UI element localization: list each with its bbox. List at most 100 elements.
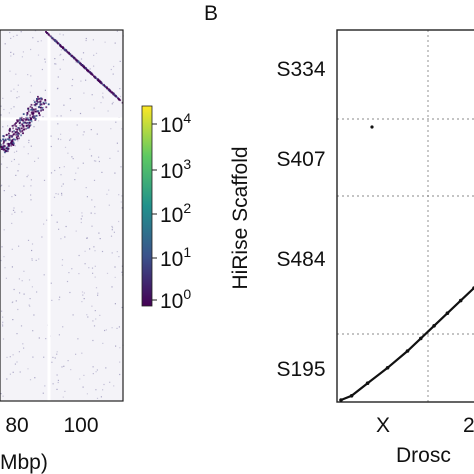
heatmap-speckle (27, 174, 29, 176)
heatmap-speckle (15, 73, 17, 75)
heatmap-speckle (2, 156, 4, 158)
heatmap-speckle (83, 92, 85, 94)
heatmap-contact (4, 139, 6, 142)
heatmap-contact (49, 35, 52, 38)
heatmap-speckle (14, 211, 16, 213)
heatmap-speckle (51, 299, 53, 301)
heatmap-speckle (121, 195, 123, 197)
heatmap-speckle (44, 58, 46, 60)
heatmap-speckle (60, 138, 62, 141)
heatmap-contact (18, 128, 21, 131)
x-axis-label: Drosc (396, 444, 451, 467)
heatmap-contact (33, 101, 36, 103)
heatmap-contact (43, 102, 45, 105)
heatmap-contact (59, 45, 62, 47)
heatmap-speckle (111, 286, 113, 288)
heatmap-speckle (3, 108, 5, 111)
heatmap-speckle (103, 383, 105, 386)
heatmap-contact (34, 108, 37, 111)
heatmap-contact (3, 148, 6, 151)
heatmap-contact (33, 115, 36, 118)
heatmap-speckle (52, 356, 54, 358)
heatmap-speckle (44, 385, 46, 387)
heatmap-contact (20, 116, 23, 119)
heatmap-contact (10, 144, 13, 147)
heatmap-speckle (99, 78, 101, 81)
heatmap-contact (42, 109, 44, 111)
heatmap-contact (19, 124, 22, 127)
heatmap-speckle (84, 263, 86, 265)
heatmap-speckle (106, 272, 109, 274)
heatmap-speckle (12, 371, 14, 373)
heatmap-speckle (62, 34, 64, 36)
heatmap-speckle (104, 329, 106, 332)
heatmap-contact (40, 110, 42, 112)
heatmap-speckle (54, 63, 56, 65)
heatmap-speckle (18, 351, 20, 353)
heatmap-contact (15, 136, 18, 139)
heatmap-speckle (61, 366, 63, 368)
heatmap-contact (100, 82, 103, 85)
heatmap-speckle (18, 278, 20, 280)
heatmap-speckle (30, 85, 32, 87)
heatmap-speckle (91, 267, 94, 269)
heatmap-speckle (32, 37, 34, 39)
heatmap-frame (0, 29, 124, 402)
heatmap-speckle (57, 138, 59, 140)
heatmap-contact (30, 120, 33, 123)
heatmap-contact (19, 119, 22, 122)
heatmap-contact (26, 112, 29, 114)
heatmap-speckle (29, 305, 31, 307)
heatmap-speckle (2, 97, 4, 99)
heatmap-speckle (85, 39, 87, 42)
heatmap-speckle (56, 221, 58, 223)
heatmap-speckle (4, 43, 6, 45)
heatmap-speckle (95, 160, 97, 162)
heatmap-contact (26, 121, 29, 124)
heatmap-contact (18, 127, 21, 130)
heatmap-contact (20, 127, 23, 130)
heatmap-speckle (64, 236, 66, 238)
heatmap-contact (113, 93, 116, 96)
heatmap-contact (54, 40, 56, 42)
heatmap-speckle (117, 150, 119, 152)
heatmap-speckle (0, 393, 2, 395)
heatmap-speckle (17, 84, 19, 86)
heatmap-speckle (86, 196, 88, 198)
heatmap-speckle (56, 115, 58, 117)
heatmap-contact (70, 54, 73, 57)
heatmap-speckle (3, 256, 5, 258)
heatmap-contact (75, 59, 78, 62)
heatmap-speckle (111, 225, 113, 228)
heatmap-speckle (109, 381, 111, 383)
heatmap-speckle (90, 129, 92, 131)
alignment-point (458, 298, 463, 303)
x-tick-label: 100 (63, 414, 98, 437)
heatmap-speckle (58, 228, 60, 230)
heatmap-speckle (17, 170, 19, 172)
y-tick-label: S195 (276, 358, 325, 381)
heatmap-speckle (61, 192, 63, 194)
heatmap-speckle (95, 52, 98, 54)
heatmap-speckle (96, 397, 99, 399)
heatmap-speckle (28, 139, 30, 141)
heatmap-speckle (81, 215, 83, 217)
heatmap-speckle (121, 207, 123, 209)
heatmap-speckle (57, 193, 59, 195)
heatmap-contact (30, 103, 33, 106)
heatmap-contact (22, 122, 25, 124)
heatmap-speckle (18, 163, 20, 165)
heatmap-contact (19, 130, 22, 133)
heatmap-contact (15, 132, 18, 134)
heatmap-contact (74, 58, 77, 61)
heatmap-speckle (70, 138, 72, 140)
heatmap-speckle (44, 61, 46, 63)
heatmap-speckle (89, 148, 91, 150)
heatmap-contact (16, 128, 19, 131)
heatmap-speckle (30, 194, 32, 196)
heatmap-contact (41, 107, 44, 109)
heatmap-speckle (94, 265, 96, 267)
heatmap-contact (2, 138, 4, 141)
heatmap-speckle (38, 337, 40, 339)
